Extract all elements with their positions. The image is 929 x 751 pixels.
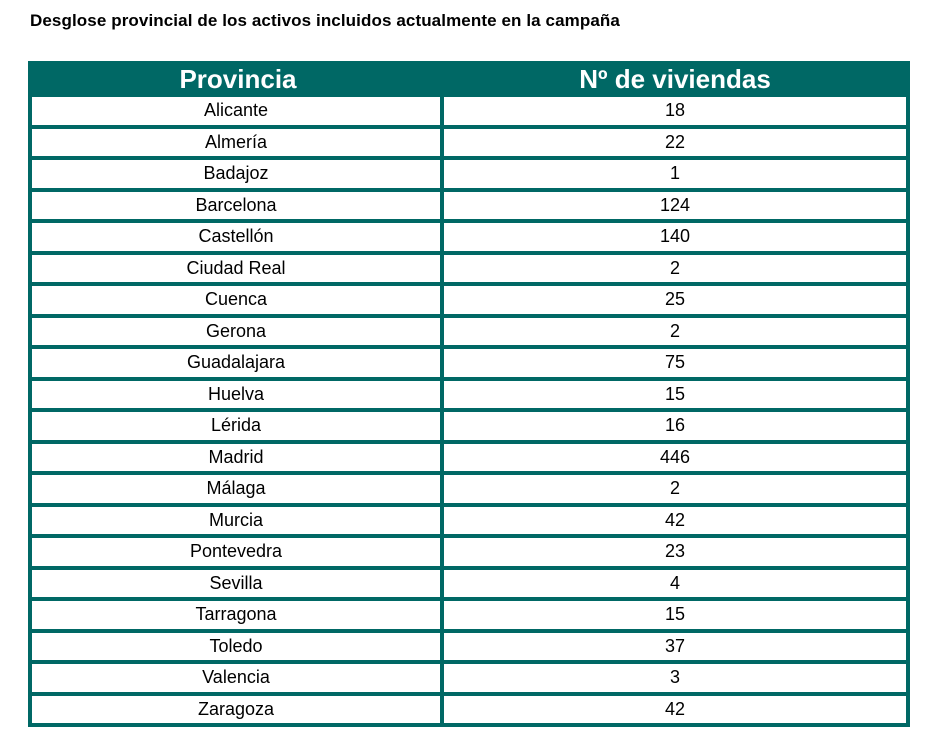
province-cell: Guadalajara	[32, 349, 440, 377]
table-row: Barcelona 124	[32, 191, 906, 219]
province-cell: Lérida	[32, 412, 440, 440]
table-row: Almería 22	[32, 128, 906, 156]
table-row: Murcia 42	[32, 506, 906, 534]
province-cell: Alicante	[32, 97, 440, 125]
count-cell: 2	[444, 475, 906, 503]
table-row: Madrid 446	[32, 443, 906, 471]
table-row: Pontevedra 23	[32, 538, 906, 566]
table-row: Huelva 15	[32, 380, 906, 408]
province-cell: Barcelona	[32, 191, 440, 219]
table-row: Sevilla 4	[32, 569, 906, 597]
count-cell: 15	[444, 601, 906, 629]
count-cell: 22	[444, 128, 906, 156]
table-row: Toledo 37	[32, 632, 906, 660]
count-cell: 2	[444, 254, 906, 282]
count-cell: 25	[444, 286, 906, 314]
header-provincia: Provincia	[179, 63, 297, 94]
table-row: Guadalajara 75	[32, 349, 906, 377]
province-table: Provincia Nº de viviendas Alicante 18 Alme…	[28, 61, 910, 727]
province-cell: Toledo	[32, 632, 440, 660]
count-cell: 124	[444, 191, 906, 219]
province-cell: Málaga	[32, 475, 440, 503]
count-cell: 23	[444, 538, 906, 566]
table-header: Provincia Nº de viviendas	[32, 61, 906, 97]
table-row: Ciudad Real 2	[32, 254, 906, 282]
table-row: Castellón 140	[32, 223, 906, 251]
count-cell: 42	[444, 506, 906, 534]
table-row: Badajoz 1	[32, 160, 906, 188]
province-cell: Madrid	[32, 443, 440, 471]
table-row: Cuenca 25	[32, 286, 906, 314]
province-cell: Pontevedra	[32, 538, 440, 566]
province-cell: Murcia	[32, 506, 440, 534]
count-cell: 3	[444, 664, 906, 692]
header-viviendas: Nº de viviendas	[579, 63, 771, 94]
province-cell: Badajoz	[32, 160, 440, 188]
count-cell: 42	[444, 695, 906, 723]
province-cell: Gerona	[32, 317, 440, 345]
table-row: Valencia 3	[32, 664, 906, 692]
province-cell: Valencia	[32, 664, 440, 692]
province-cell: Sevilla	[32, 569, 440, 597]
table-row: Lérida 16	[32, 412, 906, 440]
table-row: Zaragoza 42	[32, 695, 906, 723]
count-cell: 16	[444, 412, 906, 440]
count-cell: 15	[444, 380, 906, 408]
count-cell: 75	[444, 349, 906, 377]
province-cell: Huelva	[32, 380, 440, 408]
count-cell: 37	[444, 632, 906, 660]
count-cell: 2	[444, 317, 906, 345]
province-cell: Zaragoza	[32, 695, 440, 723]
table-row: Tarragona 15	[32, 601, 906, 629]
table-row: Alicante 18	[32, 97, 906, 125]
table-row: Gerona 2	[32, 317, 906, 345]
province-cell: Castellón	[32, 223, 440, 251]
table-body: Alicante 18 Almería 22 Badajoz 1 Barcelona 124 C…	[32, 97, 906, 723]
province-cell: Cuenca	[32, 286, 440, 314]
province-cell: Tarragona	[32, 601, 440, 629]
province-cell: Almería	[32, 128, 440, 156]
count-cell: 140	[444, 223, 906, 251]
count-cell: 18	[444, 97, 906, 125]
page-title: Desglose provincial de los activos inclu…	[30, 11, 620, 30]
table-row: Málaga 2	[32, 475, 906, 503]
count-cell: 4	[444, 569, 906, 597]
count-cell: 1	[444, 160, 906, 188]
province-cell: Ciudad Real	[32, 254, 440, 282]
count-cell: 446	[444, 443, 906, 471]
